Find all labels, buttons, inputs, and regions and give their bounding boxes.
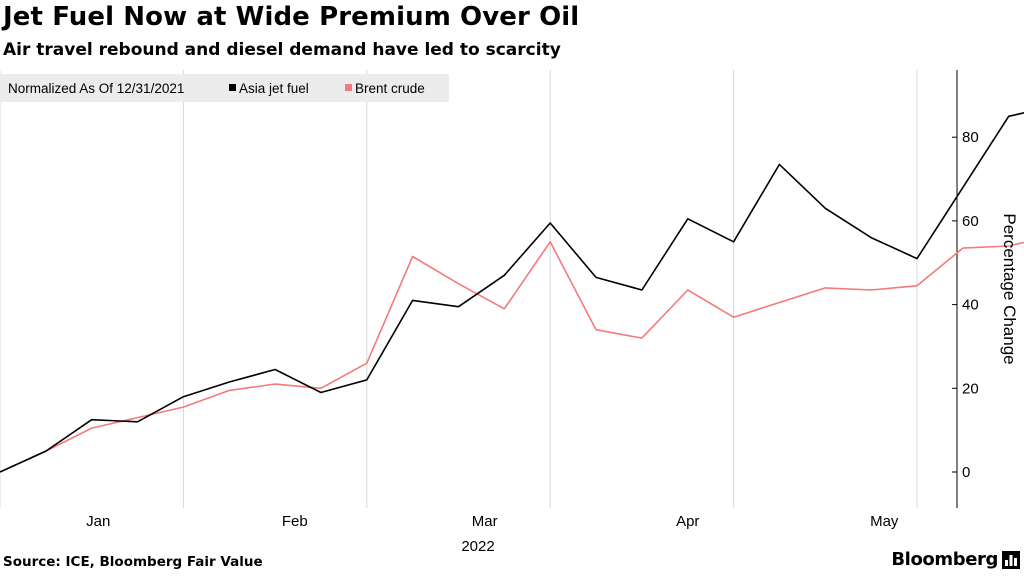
series-line-brent-crude xyxy=(0,241,1024,473)
x-tick-label: Apr xyxy=(676,513,699,530)
legend-note: Normalized As Of 12/31/2021 xyxy=(8,81,184,96)
series-layer xyxy=(0,111,1024,473)
y-axis: 0 20 40 60 80 xyxy=(952,70,979,508)
brand-name: Bloomberg xyxy=(891,549,998,570)
legend-label-asia-jet-fuel: Asia jet fuel xyxy=(239,81,309,96)
y-tick-label: 80 xyxy=(962,129,979,146)
chart-subtitle: Air travel rebound and diesel demand hav… xyxy=(3,40,561,60)
x-tick-label: Mar xyxy=(472,513,498,530)
brand: Bloomberg xyxy=(891,549,1020,570)
x-axis: 2022 JanFebMarAprMayJunJulAug xyxy=(86,513,899,555)
series-line-asia-jet-fuel xyxy=(0,111,1024,473)
x-axis-year-label: 2022 xyxy=(461,538,494,555)
legend-label-brent-crude: Brent crude xyxy=(355,81,425,96)
x-tick-label: Jan xyxy=(86,513,110,530)
chart-title: Jet Fuel Now at Wide Premium Over Oil xyxy=(3,2,580,32)
y-tick-label: 60 xyxy=(962,213,979,230)
x-tick-label: Feb xyxy=(282,513,308,530)
grid-layer xyxy=(0,70,918,508)
y-tick-label: 20 xyxy=(962,380,979,397)
bar-chart-icon xyxy=(1002,550,1020,569)
source-note: Source: ICE, Bloomberg Fair Value xyxy=(3,554,263,570)
legend: Normalized As Of 12/31/2021 Asia jet fue… xyxy=(0,74,449,102)
legend-swatch-asia-jet-fuel xyxy=(229,84,236,91)
legend-background xyxy=(0,74,449,102)
y-tick-label: 0 xyxy=(962,464,970,481)
x-tick-label: May xyxy=(870,513,899,530)
y-tick-label: 40 xyxy=(962,297,979,314)
y-axis-title: Percentage Change xyxy=(1000,213,1019,364)
legend-swatch-brent-crude xyxy=(345,84,352,91)
